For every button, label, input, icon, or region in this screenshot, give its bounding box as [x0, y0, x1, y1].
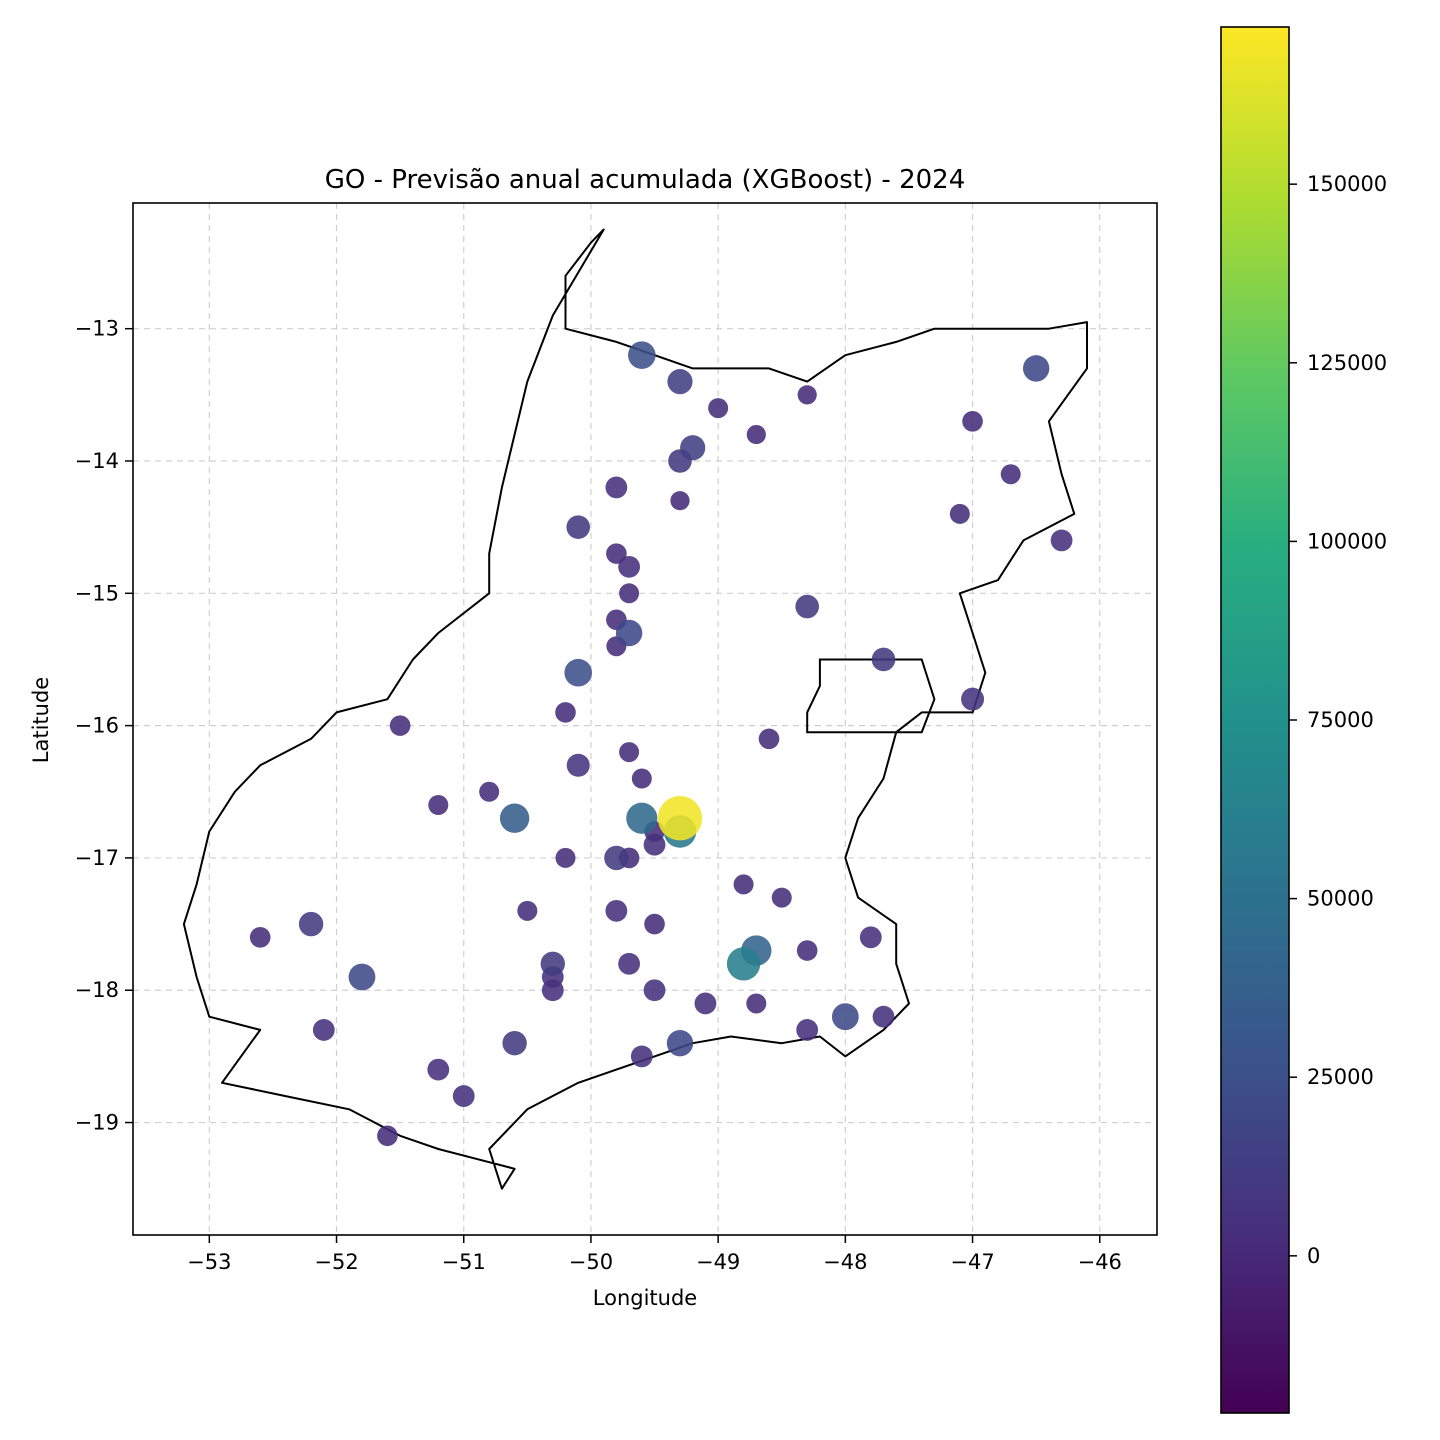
- data-point: [872, 1005, 895, 1028]
- data-point: [389, 715, 411, 736]
- data-point: [605, 476, 628, 499]
- x-tick-label: −50: [569, 1250, 613, 1274]
- data-point: [541, 979, 564, 1002]
- data-point: [666, 1029, 694, 1057]
- data-point: [670, 491, 690, 511]
- data-point: [479, 781, 500, 802]
- data-point: [694, 992, 717, 1015]
- plot-frame: [132, 202, 1158, 1236]
- y-tick-label: −18: [75, 978, 119, 1002]
- data-point: [452, 1085, 475, 1107]
- data-point: [619, 583, 640, 604]
- colorbar-tick-label: 25000: [1307, 1065, 1374, 1089]
- y-axis-label: Latitude: [29, 677, 53, 763]
- data-point: [628, 341, 656, 369]
- data-point: [555, 702, 576, 723]
- data-point: [667, 369, 693, 395]
- data-point: [298, 911, 324, 937]
- grid-lines: [133, 203, 1157, 1235]
- data-point: [708, 398, 729, 419]
- data-point: [630, 1045, 653, 1068]
- y-tick-label: −15: [75, 581, 119, 605]
- data-point: [726, 947, 761, 981]
- data-point: [771, 887, 792, 908]
- federal-district-boundary: [806, 658, 936, 734]
- data-points: [249, 341, 1073, 1147]
- data-point: [619, 742, 640, 763]
- colorbar-tick-label: 150000: [1307, 172, 1387, 196]
- y-tick-label: −17: [75, 846, 119, 870]
- data-point: [859, 926, 882, 949]
- colorbar-tick-label: 50000: [1307, 887, 1374, 911]
- data-point: [540, 951, 565, 976]
- data-point: [502, 1030, 527, 1056]
- data-point: [657, 796, 703, 841]
- data-point: [615, 619, 643, 647]
- data-point: [962, 411, 983, 432]
- data-point: [312, 1019, 335, 1041]
- x-tick-label: −47: [950, 1250, 994, 1274]
- data-point: [644, 913, 665, 935]
- data-point: [606, 543, 627, 564]
- x-axis-label: Longitude: [593, 1286, 697, 1310]
- data-point: [626, 802, 658, 834]
- data-point: [796, 940, 818, 961]
- data-point: [604, 845, 629, 871]
- x-tick-label: −46: [1078, 1250, 1122, 1274]
- y-tick-label: −14: [75, 449, 119, 473]
- data-point: [961, 687, 985, 711]
- data-point: [643, 979, 666, 1002]
- data-point: [564, 658, 593, 687]
- data-point: [746, 424, 766, 445]
- y-tick-label: −13: [75, 317, 119, 341]
- x-tick-label: −48: [823, 1250, 867, 1274]
- data-point: [348, 963, 376, 991]
- data-point: [428, 795, 449, 815]
- data-point: [631, 768, 652, 789]
- data-point: [566, 753, 590, 777]
- data-point: [796, 1019, 819, 1041]
- colorbar: [1220, 26, 1290, 1414]
- data-point: [746, 993, 767, 1014]
- colorbar-ticks: 0 25000 50000 75000 100000 125000 150000: [1289, 172, 1387, 1268]
- data-point: [758, 728, 780, 750]
- data-point: [499, 803, 530, 833]
- data-point: [680, 435, 706, 461]
- chart-title: GO - Previsão anual acumulada (XGBoost) …: [325, 165, 966, 195]
- data-point: [733, 874, 754, 895]
- data-point: [797, 385, 817, 405]
- colorbar-tick-label: 125000: [1307, 351, 1387, 375]
- data-point: [555, 847, 576, 868]
- y-tick-label: −16: [75, 714, 119, 738]
- data-point: [795, 594, 819, 619]
- data-point: [377, 1125, 398, 1147]
- data-point: [831, 1003, 859, 1031]
- data-point: [871, 647, 896, 672]
- data-point: [618, 952, 640, 975]
- y-tick-label: −19: [75, 1111, 119, 1135]
- colorbar-tick-label: 100000: [1307, 529, 1387, 553]
- data-point: [1000, 464, 1021, 485]
- data-point: [605, 899, 628, 922]
- data-point: [643, 833, 666, 856]
- data-point: [566, 515, 591, 539]
- colorbar-tick-label: 75000: [1307, 708, 1374, 732]
- y-axis-ticks: −13 −14 −15 −16 −17 −18 −19: [75, 317, 133, 1135]
- data-point: [1050, 529, 1073, 552]
- data-point: [618, 555, 640, 578]
- colorbar-tick-label: 0: [1307, 1244, 1320, 1268]
- data-point: [427, 1058, 450, 1081]
- data-point: [249, 927, 271, 948]
- x-axis-ticks: −53 −52 −51 −50 −49 −48 −47 −46: [187, 1235, 1122, 1274]
- x-tick-label: −53: [187, 1250, 231, 1274]
- x-tick-label: −49: [696, 1250, 740, 1274]
- state-boundary: [182, 228, 1088, 1190]
- x-tick-label: −52: [314, 1250, 358, 1274]
- data-point: [1022, 355, 1050, 382]
- x-tick-label: −51: [442, 1250, 486, 1274]
- data-point: [517, 900, 538, 921]
- data-point: [949, 503, 970, 524]
